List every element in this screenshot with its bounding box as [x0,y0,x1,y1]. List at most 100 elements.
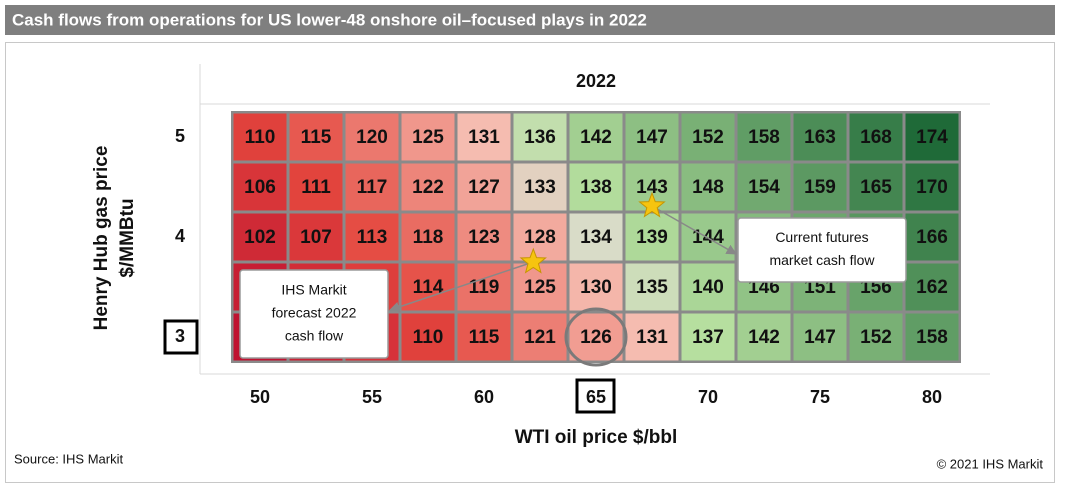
heatmap-cell [624,262,680,312]
heatmap-cell [904,312,960,362]
callout-text: cash flow [285,328,344,344]
cell-label: 115 [301,127,332,148]
source: Source: IHS Markit [14,451,123,466]
cell-label: 130 [580,277,612,298]
callout-box [239,269,389,359]
cell-label: 107 [300,227,332,248]
callout-text: IHS Markit [281,282,346,298]
cell-label: 147 [804,327,836,348]
cell-label: 158 [916,327,948,348]
cell-label: 131 [636,327,668,348]
cell-label: 119 [469,277,500,298]
heatmap-cell [568,312,624,362]
cell-label: 165 [860,177,892,198]
cell-label: 110 [245,127,276,148]
cell-label: 168 [860,127,892,148]
callout-arrow [389,261,534,312]
cell-label: 133 [524,177,556,198]
heatmap-cell [904,262,960,312]
heatmap-cell [848,312,904,362]
callout-text: market cash flow [769,252,875,268]
cell-label: 158 [748,127,780,148]
cell-label: 117 [357,177,388,198]
heatmap-cell [288,112,344,162]
heatmap-cell [232,212,288,262]
cell-label: 125 [412,127,444,148]
cell-label: 113 [357,227,388,248]
marker-star [638,191,666,218]
y-axis-label: Henry Hub gas price $/MMBtu [91,146,138,331]
cell-label: 123 [468,227,500,248]
heatmap-cell [568,262,624,312]
cell-label: 174 [916,127,948,148]
cell-label: 126 [580,327,612,348]
cell-label: 139 [636,227,668,248]
x-tick-label: 65 [586,387,606,407]
y-tick-label: 5 [175,126,185,146]
x-tick-label: 55 [362,387,382,407]
callout-text: forecast 2022 [272,305,357,321]
cell-highlight [564,307,628,367]
heatmap-cell [904,162,960,212]
x-axis-label: WTI oil price $/bbl [515,427,678,448]
cell-label: 137 [692,327,724,348]
heatmap-cell [456,212,512,262]
heatmap-cell [736,312,792,362]
cell-label: 138 [580,177,612,198]
heatmap-cell [680,162,736,212]
heatmap-cell [792,162,848,212]
cell-label: 166 [916,227,948,248]
heatmap-cell [568,212,624,262]
heatmap-cell [344,112,400,162]
y-tick-label: 4 [175,226,185,246]
cell-label: 170 [916,177,948,198]
cell-label: 128 [524,227,556,248]
heatmap-cell [400,162,456,212]
cell-label: 102 [244,227,276,248]
heatmap-cell [792,312,848,362]
x-tick-label: 70 [698,387,718,407]
cell-label: 147 [636,127,668,148]
cell-label: 114 [413,277,444,298]
callout-box [737,217,907,283]
cell-label: 122 [412,177,444,198]
heatmap-cell [512,212,568,262]
subtitle: 2022 [576,71,616,91]
cell-label: 152 [860,327,892,348]
title-bar [5,5,1055,35]
cell-label: 134 [580,227,612,248]
x-tick-highlight [575,378,616,414]
heatmap-cell [456,112,512,162]
callout-text: Current futures [775,229,868,245]
cell-label: 115 [469,327,500,348]
heatmap-cell [792,112,848,162]
cell-label: 118 [413,227,444,248]
y-axis-label-line: $/MMBtu [117,198,138,277]
copyright: © 2021 IHS Markit [937,456,1044,471]
heatmap-cell [512,312,568,362]
heatmap-cell [400,212,456,262]
heatmap-cell [736,112,792,162]
heatmap-cell [848,112,904,162]
cell-label: 152 [692,127,724,148]
heatmap-cell [624,212,680,262]
cell-label: 125 [524,277,556,298]
y-tick-highlight [163,319,199,355]
x-tick-label: 50 [250,387,270,407]
heatmap-cell [680,112,736,162]
heatmap-cell [904,112,960,162]
heatmap-cell [568,112,624,162]
heatmap-cell [344,162,400,212]
cell-label: 163 [804,127,836,148]
cell-label: 131 [468,127,500,148]
cell-label: 110 [413,327,444,348]
heatmap-cell [288,162,344,212]
cell-label: 135 [636,277,668,298]
chart-title: Cash flows from operations for US lower-… [12,10,647,29]
cell-label: 136 [524,127,556,148]
heatmap-cell [568,162,624,212]
heatmap-cell [232,162,288,212]
cell-label: 142 [580,127,612,148]
x-tick-label: 60 [474,387,494,407]
